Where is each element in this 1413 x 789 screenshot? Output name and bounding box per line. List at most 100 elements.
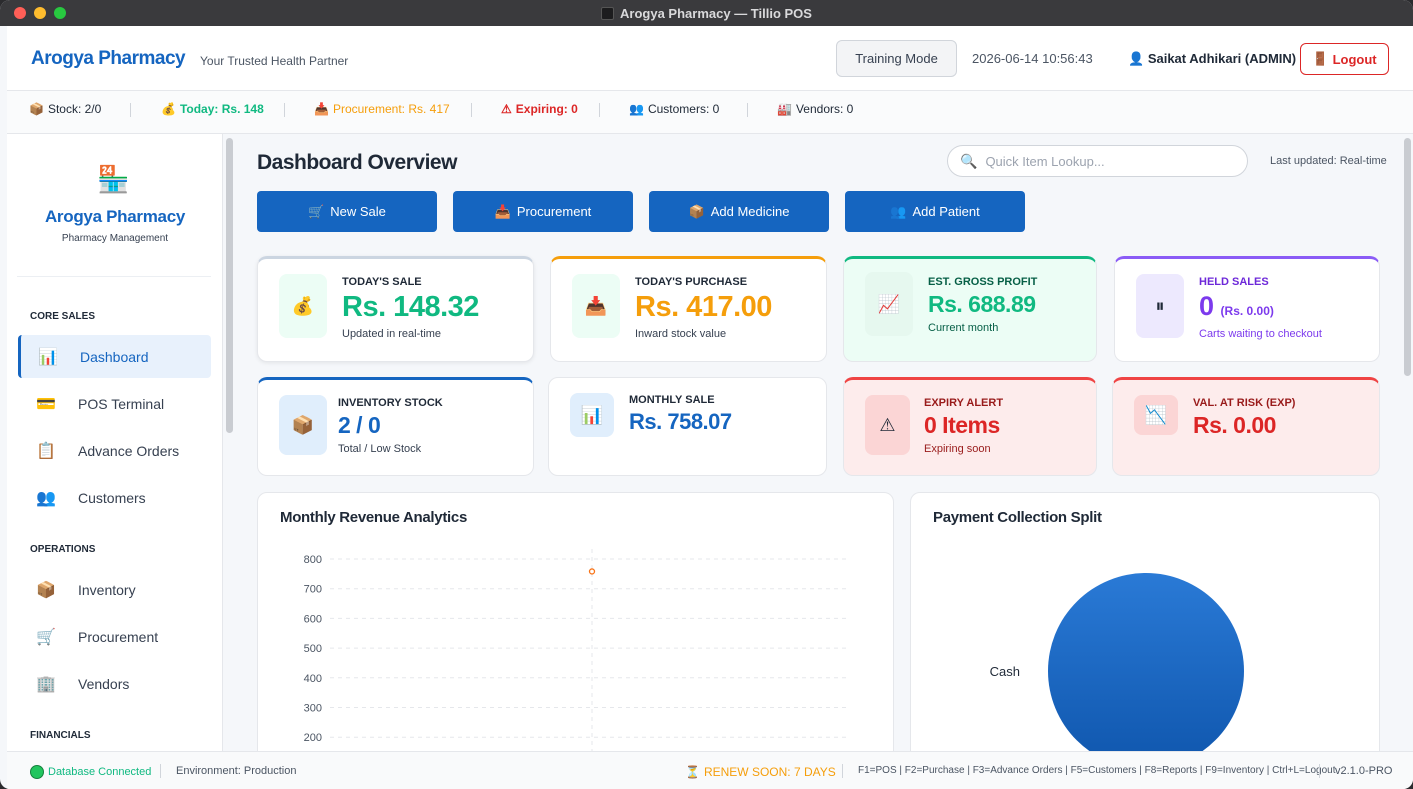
divider bbox=[842, 764, 843, 778]
sidebar-item-label: Advance Orders bbox=[78, 442, 180, 459]
card-label: TODAY'S SALE bbox=[342, 276, 422, 288]
sidebar-item-advance-orders[interactable]: 📋 Advance Orders bbox=[18, 429, 211, 472]
sidebar-item-label: Inventory bbox=[78, 581, 136, 598]
package-icon: 📦 bbox=[36, 581, 56, 599]
procurement-button[interactable]: 📥 Procurement bbox=[453, 191, 633, 232]
data-point[interactable] bbox=[588, 568, 596, 575]
bar-chart-icon: 📊 bbox=[570, 393, 614, 437]
todays-purchase-card[interactable]: 📥 TODAY'S PURCHASE Rs. 417.00 Inward sto… bbox=[550, 256, 827, 362]
status-expiring: ⚠ Expiring: 0 bbox=[501, 100, 578, 118]
header-datetime: 2026-06-14 10:56:43 bbox=[972, 51, 1093, 66]
sidebar-item-vendors[interactable]: 🏢 Vendors bbox=[18, 662, 211, 705]
add-medicine-label: Add Medicine bbox=[710, 204, 790, 219]
close-window-button[interactable] bbox=[14, 7, 26, 19]
divider bbox=[130, 103, 131, 117]
divider bbox=[471, 103, 472, 117]
value-at-risk-card[interactable]: 📉 VAL. AT RISK (EXP) Rs. 0.00 bbox=[1112, 377, 1380, 476]
hourglass-icon: ⏳ bbox=[685, 765, 700, 779]
sidebar-item-pos-terminal[interactable]: 💳 POS Terminal bbox=[18, 382, 211, 425]
pause-icon: ⏸ bbox=[1136, 274, 1184, 338]
minimize-window-button[interactable] bbox=[34, 7, 46, 19]
y-tick-label: 400 bbox=[304, 673, 322, 685]
status-today-text: Today: Rs. 148 bbox=[179, 102, 264, 116]
main-content: Dashboard Overview 🔍 Last updated: Real-… bbox=[233, 134, 1403, 751]
y-tick-label: 200 bbox=[304, 732, 322, 744]
add-patient-button[interactable]: 👥 Add Patient bbox=[845, 191, 1025, 232]
status-today: 💰 Today: Rs. 148 bbox=[161, 100, 264, 118]
sidebar-scrollbar[interactable] bbox=[226, 138, 233, 433]
package-icon: 📦 bbox=[279, 395, 327, 455]
card-value-group: 0 (Rs. 0.00) bbox=[1199, 291, 1274, 322]
new-sale-button[interactable]: 🛒 New Sale bbox=[257, 191, 437, 232]
status-strip: 📦 Stock: 2/0 💰 Today: Rs. 148 📥 Procurement… bbox=[7, 91, 1413, 134]
y-tick-label: 600 bbox=[304, 613, 322, 625]
renew-warning[interactable]: ⏳ RENEW SOON: 7 DAYS bbox=[685, 765, 836, 779]
monthly-sale-card[interactable]: 📊 MONTHLY SALE Rs. 758.07 bbox=[548, 377, 827, 476]
item-lookup-search[interactable]: 🔍 bbox=[947, 145, 1248, 177]
card-label: HELD SALES bbox=[1199, 276, 1269, 288]
gross-profit-card[interactable]: 📈 EST. GROSS PROFIT Rs. 688.89 Current m… bbox=[843, 256, 1097, 362]
expiry-alert-card[interactable]: ⚠ EXPIRY ALERT 0 Items Expiring soon bbox=[843, 377, 1097, 476]
credit-card-icon: 💳 bbox=[36, 395, 56, 413]
logout-button[interactable]: 🚪 Logout bbox=[1300, 43, 1389, 75]
pie-slice[interactable] bbox=[1048, 573, 1244, 751]
sidebar-item-label: Procurement bbox=[78, 628, 159, 645]
hospital-icon: 🏪 bbox=[97, 164, 130, 194]
title-bar: Arogya Pharmacy — Tillio POS bbox=[0, 0, 1413, 26]
card-value: 0 Items bbox=[924, 412, 1000, 438]
last-updated-text: Last updated: Real-time bbox=[1270, 155, 1387, 167]
status-stock-text: Stock: 2/0 bbox=[47, 102, 102, 116]
page-title: Dashboard Overview bbox=[257, 151, 457, 174]
card-value: 0 bbox=[1199, 291, 1214, 321]
card-value: Rs. 758.07 bbox=[629, 409, 732, 434]
payment-chart[interactable]: Cash bbox=[911, 493, 1381, 751]
y-tick-label: 700 bbox=[304, 584, 322, 596]
version-text: v2.1.0-PRO bbox=[1335, 765, 1393, 777]
environment-text: Environment: Production bbox=[176, 765, 297, 777]
training-mode-button[interactable]: Training Mode bbox=[836, 40, 957, 77]
card-value-extra: (Rs. 0.00) bbox=[1220, 304, 1274, 318]
held-sales-card[interactable]: ⏸ HELD SALES 0 (Rs. 0.00) Carts waiting … bbox=[1114, 256, 1380, 362]
card-sub: Expiring soon bbox=[924, 443, 991, 455]
status-procurement-text: Procurement: Rs. 417 bbox=[332, 102, 450, 116]
add-medicine-button[interactable]: 📦 Add Medicine bbox=[649, 191, 829, 232]
sidebar-item-customers[interactable]: 👥 Customers bbox=[18, 476, 211, 519]
todays-sale-card[interactable]: 💰 TODAY'S SALE Rs. 148.32 Updated in rea… bbox=[257, 256, 534, 362]
inventory-stock-card[interactable]: 📦 INVENTORY STOCK 2 / 0 Total / Low Stoc… bbox=[257, 377, 534, 476]
card-value: Rs. 417.00 bbox=[635, 291, 772, 323]
current-user: 👤 Saikat Adhikari (ADMIN) bbox=[1128, 51, 1296, 67]
pie-label: Cash bbox=[990, 664, 1020, 679]
trend-up-icon: 📈 bbox=[865, 272, 913, 336]
sidebar-item-inventory[interactable]: 📦 Inventory bbox=[18, 568, 211, 611]
sidebar-item-label: POS Terminal bbox=[78, 395, 165, 412]
status-customers: 👥 Customers: 0 bbox=[629, 100, 719, 118]
revenue-panel: Monthly Revenue Analytics 200 300 400 500 60… bbox=[257, 492, 894, 751]
search-input[interactable] bbox=[985, 153, 1226, 169]
db-status-text: Database Connected bbox=[48, 766, 152, 778]
divider bbox=[160, 764, 161, 778]
status-dot-icon bbox=[30, 765, 44, 779]
factory-icon: 🏭 bbox=[777, 102, 792, 116]
money-bag-icon: 💰 bbox=[161, 102, 176, 116]
header-brand: Arogya Pharmacy bbox=[31, 48, 186, 69]
money-bag-icon: 💰 bbox=[279, 274, 327, 338]
status-procurement: 📥 Procurement: Rs. 417 bbox=[314, 100, 450, 118]
renew-text: RENEW SOON: 7 DAYS bbox=[703, 765, 836, 779]
sidebar-section-core-sales: CORE SALES bbox=[30, 311, 96, 322]
card-label: VAL. AT RISK (EXP) bbox=[1193, 397, 1296, 409]
divider bbox=[747, 103, 748, 117]
sidebar-item-label: Vendors bbox=[78, 675, 130, 692]
card-value: Rs. 0.00 bbox=[1193, 412, 1276, 438]
card-label: TODAY'S PURCHASE bbox=[635, 276, 748, 288]
sidebar-item-dashboard[interactable]: 📊 Dashboard bbox=[18, 335, 211, 378]
maximize-window-button[interactable] bbox=[54, 7, 66, 19]
card-sub: Current month bbox=[928, 322, 999, 334]
sidebar-item-procurement[interactable]: 🛒 Procurement bbox=[18, 615, 211, 658]
users-icon: 👥 bbox=[890, 203, 907, 219]
sidebar-section-operations: OPERATIONS bbox=[30, 544, 96, 555]
window-title: Arogya Pharmacy — Tillio POS bbox=[601, 6, 812, 21]
door-icon: 🚪 bbox=[1312, 51, 1329, 66]
main-scrollbar[interactable] bbox=[1404, 138, 1411, 376]
revenue-chart[interactable]: 200 300 400 500 600 700 800 bbox=[258, 493, 895, 751]
warning-icon: ⚠ bbox=[865, 395, 910, 455]
